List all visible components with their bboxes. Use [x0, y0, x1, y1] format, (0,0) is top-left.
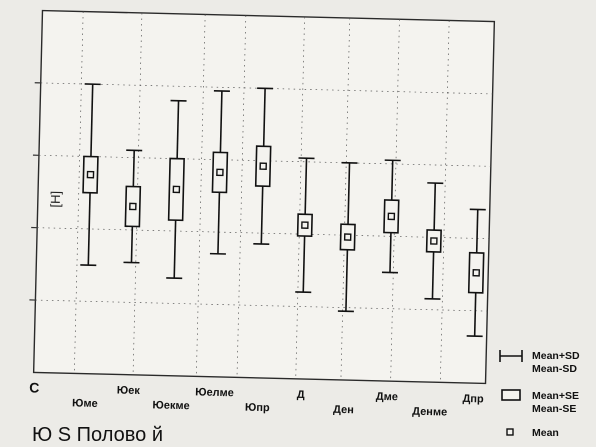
category-label: Юекме [152, 399, 190, 412]
category-label: Юек [117, 384, 141, 397]
category-label: Юпр [245, 402, 270, 415]
mean-point [431, 238, 437, 244]
corner-label: C [29, 379, 40, 395]
mean-point [345, 234, 351, 240]
category-label: Ден [333, 404, 354, 417]
category-label: Юме [72, 397, 98, 410]
mean-point [388, 213, 394, 219]
y-axis-fragment: [H] [48, 191, 63, 208]
category-label: Денме [412, 406, 447, 419]
mean-point [473, 270, 479, 276]
legend-box [502, 390, 520, 400]
legend-label: Mean-SD [532, 363, 577, 375]
mean-point [130, 203, 136, 209]
caption-fragment: Ю S Полово й [32, 424, 163, 447]
plot-group: [H] Юме Юек Юекме Юелме Юпр Д Ден Дме Денме Дпр C [27, 10, 495, 419]
legend-label: Mean+SD [532, 350, 580, 362]
mean-point [87, 172, 93, 178]
legend-label: Mean+SE [532, 390, 579, 402]
category-label: Дпр [462, 393, 484, 406]
category-label: Д [297, 389, 305, 401]
mean-point [173, 186, 179, 192]
plot-frame [34, 11, 495, 384]
mean-point [217, 169, 223, 175]
mean-point [260, 163, 266, 169]
mean-point [302, 222, 308, 228]
category-label: Юелме [195, 386, 234, 399]
legend-point [507, 429, 513, 435]
legend-label: Mean-SE [532, 403, 576, 415]
legend-label: Mean [532, 427, 559, 439]
category-label: Дме [376, 391, 398, 404]
